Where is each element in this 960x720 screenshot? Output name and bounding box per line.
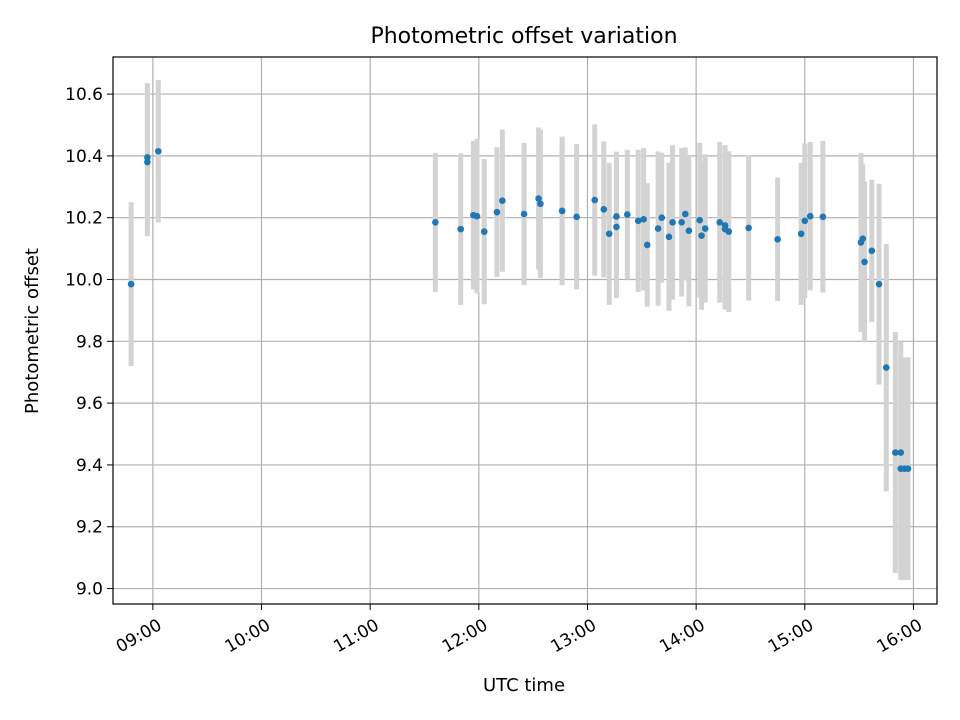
data-point [678, 219, 685, 226]
x-axis-ticks: 09:00 10:00 11:00 12:00 13:00 14:00 15:00 16:00 [113, 604, 926, 657]
y-tick-label: 10.4 [65, 147, 103, 167]
data-points [127, 147, 912, 472]
y-tick-label: 9.0 [76, 580, 103, 600]
data-point [801, 217, 809, 225]
data-point [725, 228, 733, 235]
data-point [665, 233, 673, 241]
data-point [859, 235, 867, 243]
data-point [696, 216, 704, 224]
data-point [591, 196, 599, 204]
data-point [600, 206, 608, 213]
y-tick-label: 10.2 [65, 209, 103, 229]
data-point [457, 225, 465, 233]
y-tick-label: 10.0 [65, 271, 103, 291]
x-tick-label: 13:00 [548, 615, 600, 657]
data-point [613, 213, 620, 220]
y-tick-label: 9.2 [76, 518, 103, 538]
y-axis-label: Photometric offset [22, 248, 43, 414]
data-point [892, 449, 899, 456]
data-point [658, 214, 666, 222]
data-point [716, 219, 723, 226]
data-point [654, 225, 662, 232]
data-point [144, 154, 151, 161]
data-point [897, 449, 905, 456]
x-tick-label: 16:00 [874, 615, 926, 657]
error-bars [128, 80, 911, 580]
data-point [624, 211, 631, 218]
data-point [493, 208, 501, 216]
data-point [745, 224, 752, 232]
data-point [605, 230, 613, 238]
x-tick-label: 10:00 [222, 615, 274, 657]
x-tick-label: 09:00 [113, 615, 165, 657]
data-point [473, 212, 481, 220]
x-tick-label: 11:00 [330, 615, 382, 657]
chart-title: Photometric offset variation [370, 24, 677, 49]
data-point [806, 212, 814, 220]
data-point [144, 158, 151, 166]
data-point [774, 236, 781, 243]
x-axis-label: UTC time [483, 675, 565, 696]
x-tick-label: 12:00 [439, 615, 491, 657]
data-point [868, 247, 876, 255]
data-point [819, 213, 827, 221]
plot-frame [112, 56, 938, 605]
data-point [480, 228, 488, 235]
y-tick-label: 9.4 [76, 456, 103, 476]
data-point [882, 364, 890, 371]
x-tick-label: 14:00 [656, 615, 708, 657]
y-axis-ticks: 9.0 9.2 9.4 9.6 9.8 10.0 10.2 10.4 10.6 [65, 85, 113, 600]
data-point [861, 258, 868, 266]
data-point [558, 207, 566, 215]
data-point [640, 215, 647, 223]
data-point [154, 147, 162, 155]
data-point [499, 197, 506, 205]
x-tick-label: 15:00 [765, 615, 817, 657]
data-point [681, 210, 689, 218]
data-point [634, 217, 642, 225]
data-point [698, 232, 705, 239]
data-point [685, 227, 693, 234]
data-point [904, 465, 912, 472]
y-tick-label: 9.8 [76, 332, 103, 352]
data-point [669, 219, 676, 226]
data-point [520, 210, 528, 218]
data-point [537, 200, 544, 208]
grid-lines [113, 57, 937, 604]
data-point [573, 213, 580, 221]
y-tick-label: 9.6 [76, 394, 103, 414]
data-point [432, 219, 439, 226]
data-point [797, 230, 805, 238]
data-point [643, 241, 651, 249]
data-point [701, 225, 709, 232]
data-point [535, 195, 542, 202]
y-tick-label: 10.6 [65, 85, 103, 105]
data-point [613, 223, 620, 231]
data-point [875, 280, 883, 288]
data-point [127, 280, 135, 288]
